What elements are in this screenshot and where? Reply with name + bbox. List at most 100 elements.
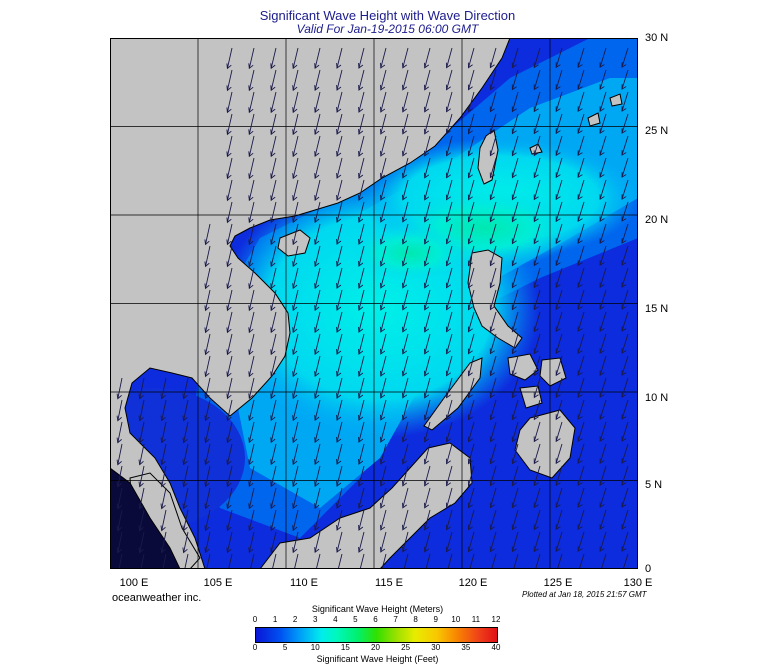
wave-arrow-head — [599, 502, 605, 509]
wave-arrow — [314, 531, 321, 553]
wave-arrow — [555, 69, 563, 90]
wave-arrow-head — [599, 128, 605, 135]
wave-arrow-head — [533, 348, 539, 355]
wave-arrow — [380, 69, 387, 91]
wave-arrow — [358, 113, 365, 135]
wave-arrow — [446, 487, 453, 508]
wave-arrow-head — [226, 481, 232, 488]
wave-arrow-head — [358, 502, 364, 509]
wave-arrow — [226, 311, 233, 333]
wave-arrow-head — [270, 547, 276, 554]
wave-arrow — [336, 69, 343, 91]
wave-arrow — [402, 113, 409, 134]
wave-arrow-head — [599, 216, 605, 223]
wave-arrow-head — [270, 437, 276, 444]
wave-arrow — [380, 113, 387, 135]
wave-arrow — [577, 223, 585, 244]
wave-arrow-head — [489, 194, 495, 201]
wave-arrow — [599, 47, 607, 68]
wave-arrow-head — [402, 348, 408, 355]
sumatra-land — [110, 467, 181, 569]
wave-arrow-head — [248, 283, 254, 290]
wave-arrow — [402, 421, 409, 442]
wave-arrow — [533, 311, 541, 332]
wave-arrow — [270, 531, 277, 553]
wave-arrow — [555, 201, 563, 222]
wave-arrow-head — [336, 150, 342, 157]
wave-arrow — [621, 267, 629, 288]
wave-arrow-head — [248, 129, 254, 136]
wave-arrow — [555, 355, 563, 376]
wave-arrow-head — [533, 326, 539, 333]
wave-arrow — [183, 399, 189, 421]
wave-arrow — [226, 267, 233, 289]
wave-arrow-head — [577, 194, 583, 201]
wave-arrow-head — [621, 392, 627, 398]
wave-arrow — [577, 201, 585, 222]
wave-arrow — [380, 311, 387, 333]
wave-arrow — [424, 311, 431, 332]
wave-arrow-head — [445, 414, 451, 421]
wave-arrow — [533, 69, 541, 90]
wave-arrow — [446, 333, 453, 354]
wave-arrow — [577, 135, 585, 156]
wave-arrow — [270, 289, 277, 311]
wave-arrow-head — [402, 62, 408, 69]
wave-arrow-head — [577, 326, 583, 333]
wave-arrow — [577, 421, 585, 442]
wave-arrow-head — [511, 480, 517, 487]
wave-arrow — [446, 223, 453, 244]
wave-arrow — [577, 531, 585, 552]
wave-arrow — [337, 553, 343, 569]
wave-arrow — [468, 465, 475, 486]
wave-arrow-head — [621, 282, 627, 288]
wave-arrow-head — [599, 480, 605, 487]
wave-arrow-head — [204, 371, 210, 378]
wave-arrow-head — [226, 503, 232, 510]
wave-arrow — [205, 223, 211, 245]
wave-arrow-head — [402, 326, 408, 333]
wave-arrow-head — [577, 348, 583, 355]
wave-arrow — [292, 179, 299, 201]
wave-arrow — [336, 509, 343, 531]
wave-arrow — [468, 399, 475, 420]
wave-arrow — [533, 377, 541, 398]
wave-arrow-head — [445, 348, 451, 355]
wave-arrow — [117, 377, 123, 399]
wave-arrow-head — [226, 151, 232, 158]
wave-arrow-head — [402, 304, 408, 311]
wave-arrow — [468, 377, 475, 398]
wave-arrow — [336, 47, 343, 69]
wave-arrow-head — [226, 63, 232, 70]
wave-arrow-head — [380, 546, 386, 553]
wave-arrow-head — [533, 370, 539, 377]
wave-direction-arrows — [116, 47, 629, 569]
wave-arrow-head — [445, 436, 451, 443]
wave-arrow-head — [138, 503, 144, 510]
wave-arrow-head — [621, 480, 627, 486]
wave-arrow — [161, 399, 167, 421]
wave-arrow-head — [621, 238, 627, 244]
wave-arrow — [533, 267, 541, 288]
wave-arrow — [314, 377, 321, 399]
wave-arrow-head — [621, 546, 627, 552]
wave-arrow-head — [270, 151, 276, 158]
wave-arrow-head — [226, 305, 232, 312]
wave-arrow — [139, 377, 145, 399]
wave-arrow-head — [314, 63, 320, 69]
wave-arrow — [600, 553, 607, 569]
wave-arrow-head — [270, 349, 276, 356]
wave-arrow-head — [314, 459, 320, 465]
wave-arrow-head — [424, 326, 430, 333]
wave-arrow — [424, 289, 431, 310]
colorbar-feet-tick: 40 — [491, 643, 501, 652]
wave-arrow-head — [182, 547, 188, 554]
wave-arrow — [533, 399, 541, 420]
wave-arrow — [468, 47, 475, 68]
wave-arrow — [270, 135, 277, 157]
wave-arrow — [402, 333, 409, 354]
wave-arrow-head — [336, 194, 342, 201]
wave-arrow — [446, 465, 453, 486]
wave-arrow — [248, 157, 255, 179]
wave-arrow — [621, 465, 629, 486]
